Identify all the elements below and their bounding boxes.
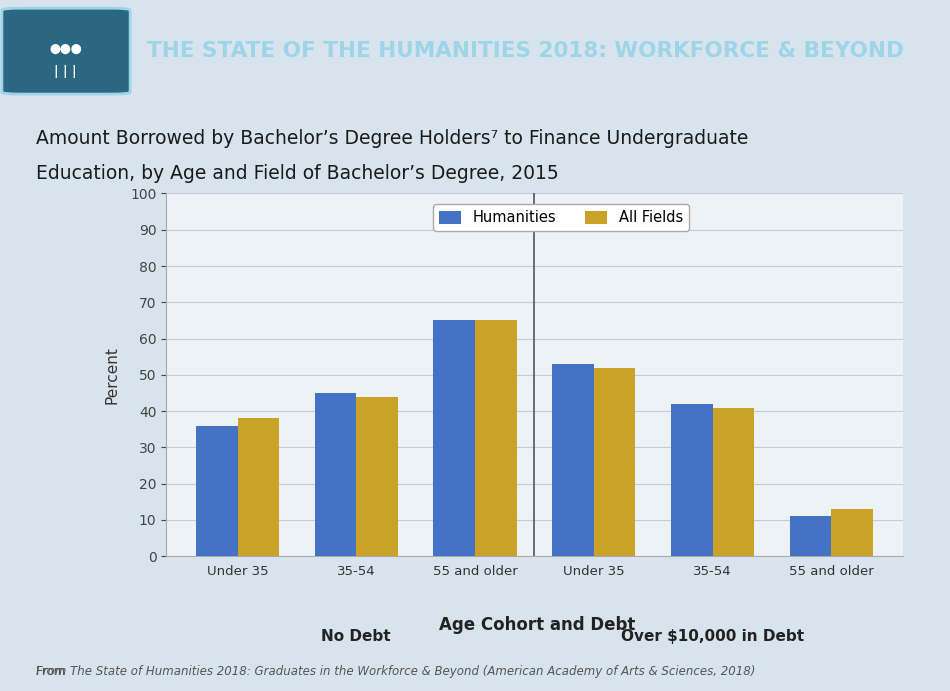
Text: Over $10,000 in Debt: Over $10,000 in Debt xyxy=(621,629,804,644)
Text: | | |: | | | xyxy=(54,65,77,78)
Text: Age Cohort and Debt: Age Cohort and Debt xyxy=(439,616,635,634)
Bar xyxy=(671,404,712,556)
Bar xyxy=(552,364,594,556)
Bar xyxy=(831,509,873,556)
Text: ⬤⬤⬤: ⬤⬤⬤ xyxy=(49,44,82,54)
Bar xyxy=(789,516,831,556)
Bar xyxy=(314,393,356,556)
Bar xyxy=(196,426,238,556)
Bar xyxy=(712,408,754,556)
Text: From: From xyxy=(36,665,69,679)
Text: No Debt: No Debt xyxy=(321,629,391,644)
Text: THE STATE OF THE HUMANITIES 2018: WORKFORCE & BEYOND: THE STATE OF THE HUMANITIES 2018: WORKFO… xyxy=(147,41,904,61)
Text: From: From xyxy=(0,690,1,691)
Bar xyxy=(356,397,398,556)
Bar xyxy=(433,321,475,556)
Text: From The State of Humanities 2018: Graduates in the Workforce & Beyond (American: From The State of Humanities 2018: Gradu… xyxy=(36,665,755,679)
Bar xyxy=(594,368,636,556)
FancyBboxPatch shape xyxy=(2,8,130,94)
Text: Education, by Age and Field of Bachelor’s Degree, 2015: Education, by Age and Field of Bachelor’… xyxy=(36,164,559,182)
Bar xyxy=(475,321,517,556)
Text: Amount Borrowed by Bachelor’s Degree Holders⁷ to Finance Undergraduate: Amount Borrowed by Bachelor’s Degree Hol… xyxy=(36,129,749,148)
Bar xyxy=(238,418,279,556)
Legend: Humanities, All Fields: Humanities, All Fields xyxy=(433,205,689,231)
Y-axis label: Percent: Percent xyxy=(104,346,119,404)
